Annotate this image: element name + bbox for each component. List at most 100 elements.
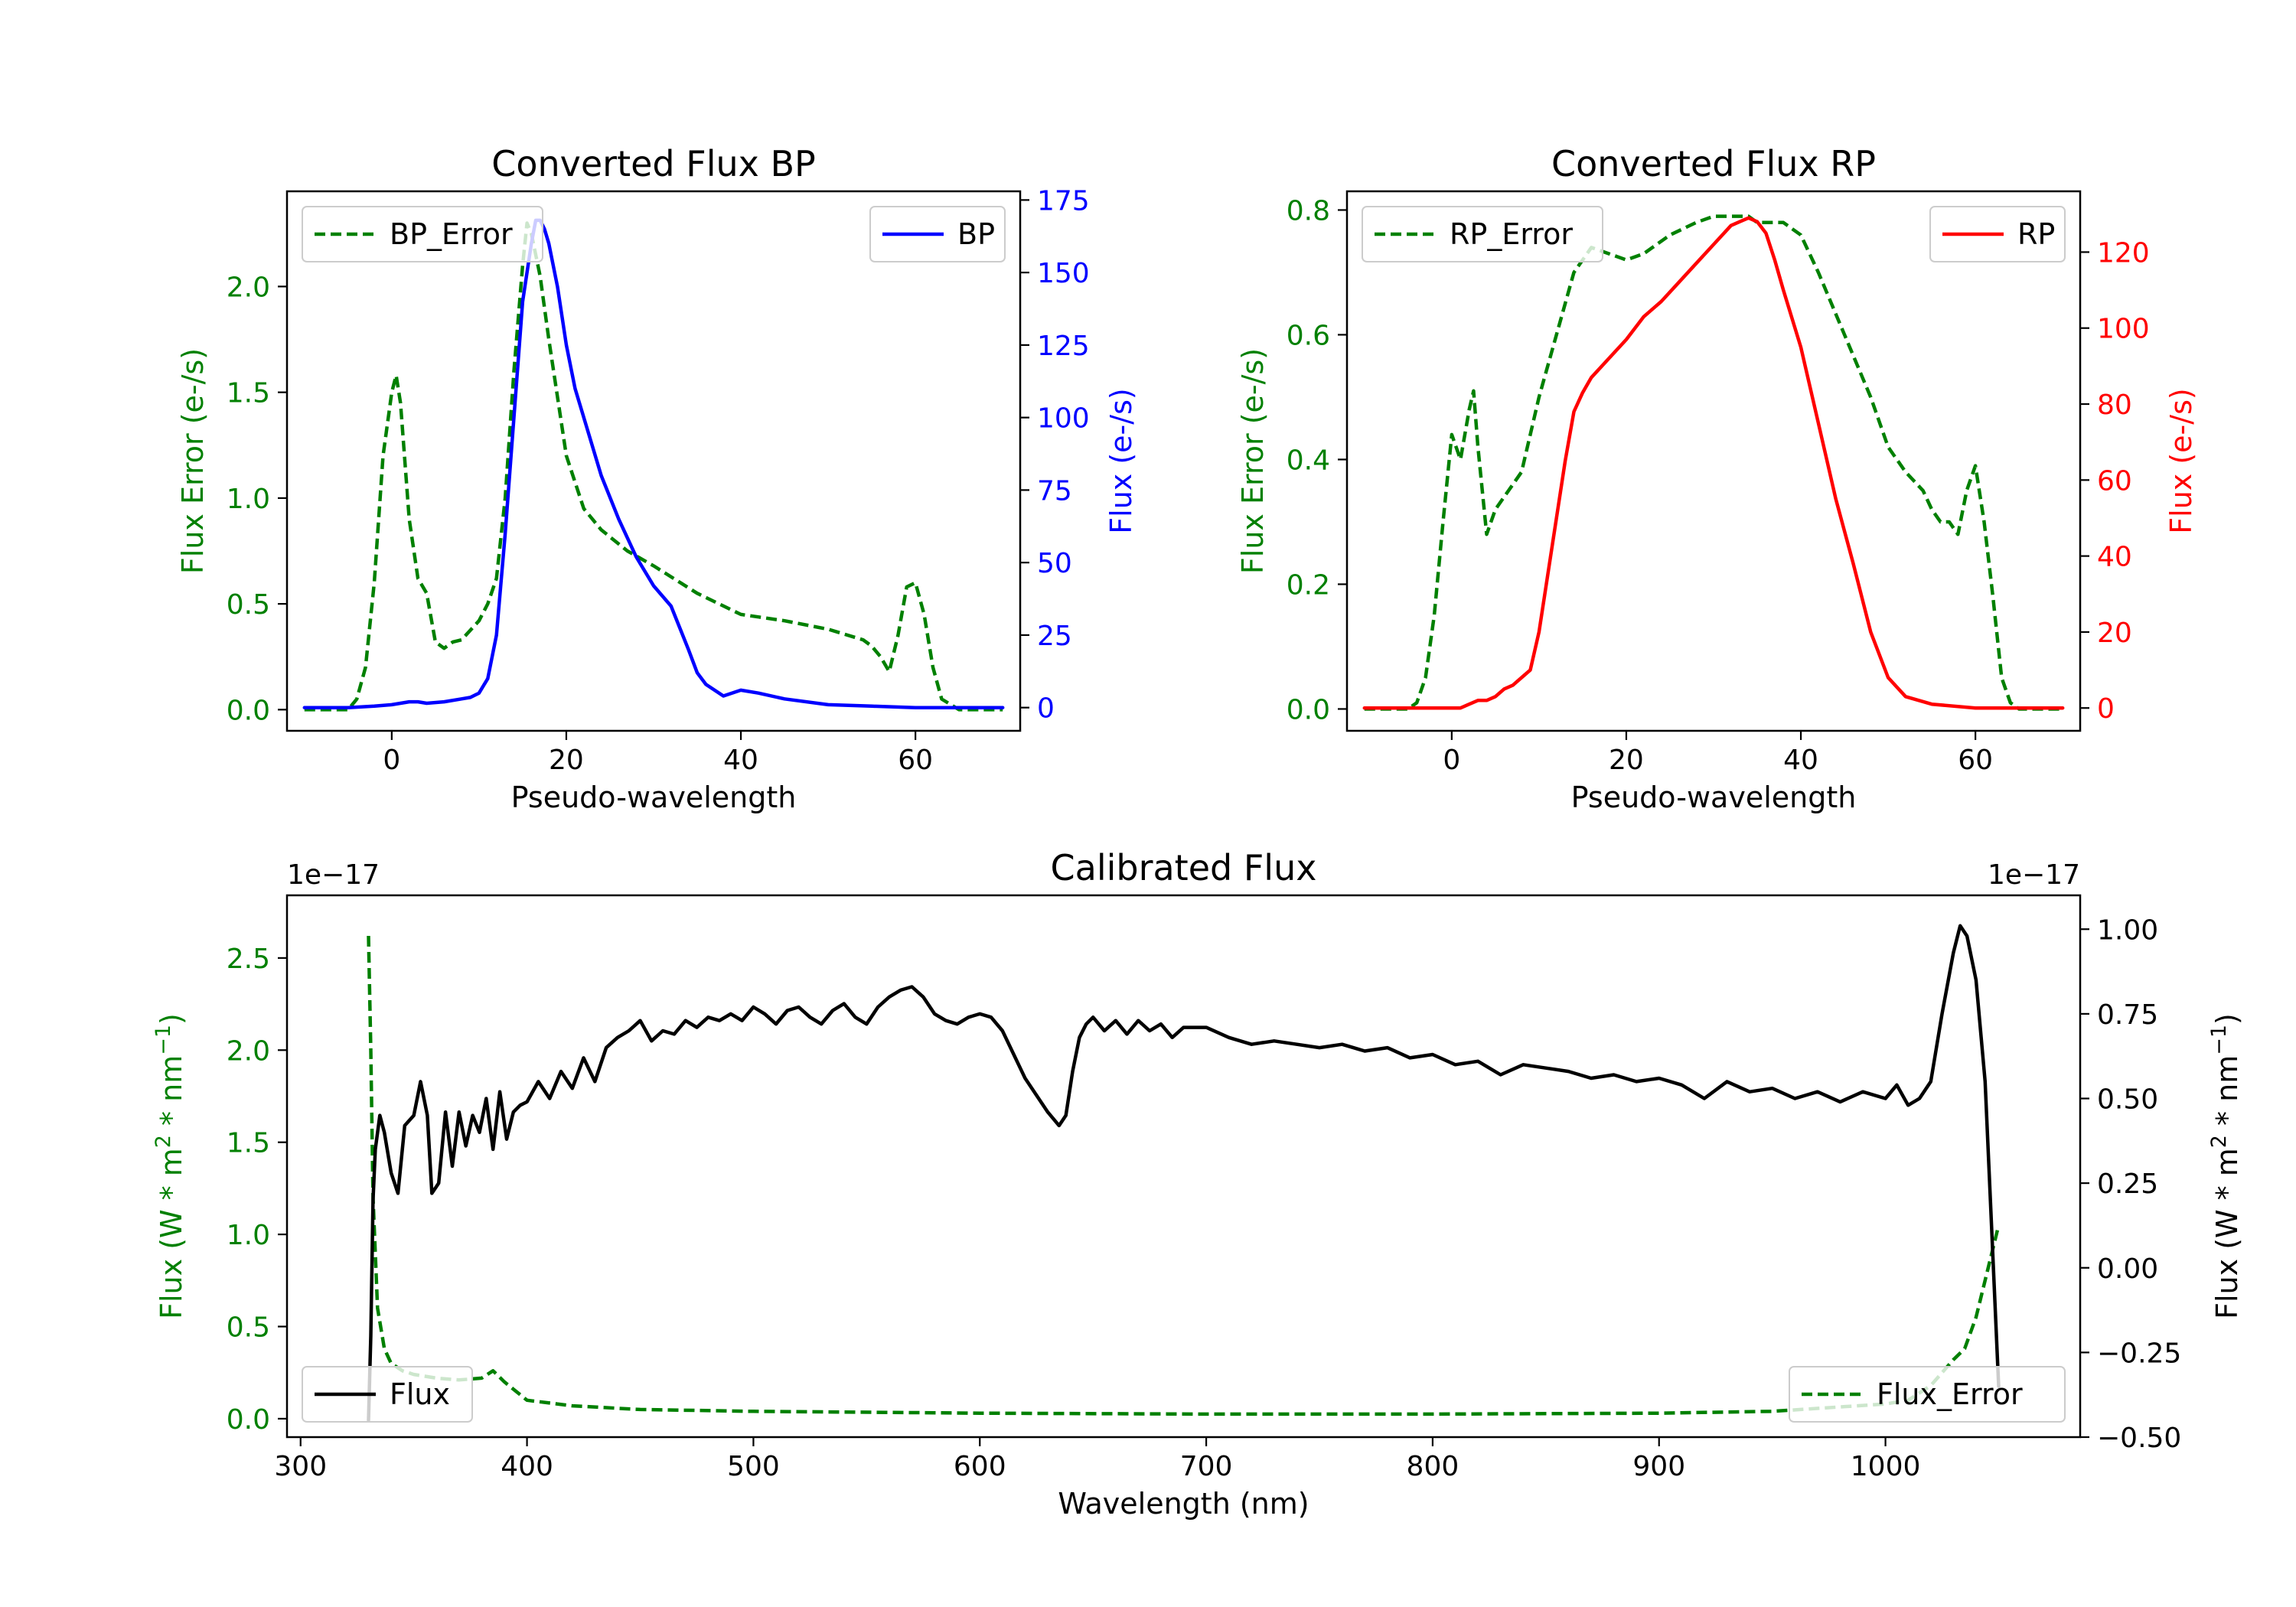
x-tick-label: 400 [501, 1451, 553, 1482]
axis-label-part: ) [155, 1013, 188, 1025]
right-y-tick-label: 0.00 [2097, 1253, 2158, 1285]
right-y-axis-label: Flux (e-/s) [1104, 388, 1138, 533]
x-tick-label: 0 [1443, 745, 1460, 776]
legend-label: RP [2017, 217, 2055, 251]
x-tick-label: 600 [954, 1451, 1006, 1482]
legend-label: Flux [390, 1377, 450, 1411]
right-y-tick-label: −0.25 [2097, 1338, 2181, 1369]
right-y-tick-label: 0.75 [2097, 999, 2158, 1031]
right-y-tick-label: 50 [1037, 548, 1072, 579]
right-y-tick-label: 25 [1037, 621, 1072, 652]
x-tick-label: 1000 [1851, 1451, 1921, 1482]
plot-area [302, 218, 1005, 712]
x-tick-label: 300 [274, 1451, 327, 1482]
left-y-tick-label: 0.2 [1287, 569, 1330, 601]
legend-label: BP [957, 217, 995, 251]
legend-bp: BP [869, 206, 1006, 262]
legend-rp-error: RP_Error [1362, 206, 1603, 262]
axis-label-part: 2 [2207, 1135, 2231, 1148]
x-tick-label: 20 [549, 745, 584, 776]
legend-box [1362, 206, 1603, 262]
axis-label-part: Flux (e-/s) [1104, 388, 1138, 533]
right-y-tick-label: 20 [2097, 618, 2132, 649]
x-tick-label: 40 [723, 745, 758, 776]
axis-label-part: −1 [2207, 1025, 2231, 1055]
left-y-tick-label: 0.5 [227, 589, 270, 621]
legend-bp-error: BP_Error [302, 206, 543, 262]
right-y-tick-label: 40 [2097, 542, 2132, 573]
left-y-axis-label: Flux (W * m2 * nm−1) [152, 1013, 189, 1319]
axis-label-part: 2 [152, 1135, 175, 1148]
series-line-rp [1362, 216, 2065, 710]
chart-title: Converted Flux BP [491, 143, 816, 184]
right-y-tick-label: 100 [1037, 403, 1090, 435]
right-y-tick-label: 100 [2097, 314, 2150, 345]
right-y-tick-label: 0 [2097, 693, 2115, 725]
right-y-tick-label: 0 [1037, 693, 1055, 725]
x-tick-label: 60 [898, 745, 933, 776]
legend-label: RP_Error [1450, 217, 1573, 251]
left-y-tick-label: 0.4 [1287, 445, 1330, 476]
legend-flux: Flux [302, 1366, 473, 1423]
left-y-tick-label: 0.8 [1287, 195, 1330, 227]
right-y-axis-label: Flux (e-/s) [2164, 388, 2198, 533]
right-y-tick-label: 60 [2097, 465, 2132, 497]
series-line-bp [302, 218, 1005, 709]
axes-frame [1345, 190, 2082, 732]
plot-area [1362, 214, 2065, 711]
plot-area [367, 924, 2001, 1423]
chart-1: Converted Flux RP 0 20 40 60 Pseudo-wavelengt… [1236, 143, 2198, 814]
right-y-tick-label: 1.00 [2097, 914, 2158, 946]
x-tick-label: 900 [1632, 1451, 1685, 1482]
x-axis-label: Pseudo-wavelength [511, 781, 797, 814]
x-tick-label: 500 [727, 1451, 780, 1482]
right-y-tick-label: 80 [2097, 390, 2132, 421]
axes-frame [285, 894, 2082, 1439]
left-offset-text: 1e−17 [287, 859, 380, 891]
left-y-tick-label: 2.0 [227, 272, 270, 303]
right-y-tick-label: 150 [1037, 258, 1090, 289]
x-axis-label: Pseudo-wavelength [1571, 781, 1857, 814]
axis-label-part: * nm [2210, 1055, 2244, 1135]
axis-label-part: Flux (W * m [2210, 1148, 2244, 1319]
left-y-tick-label: 2.0 [227, 1035, 270, 1067]
right-offset-text: 1e−17 [1988, 859, 2080, 891]
chart-2: Calibrated Flux 300 400 500 600 700 800 900 1000… [152, 847, 2245, 1521]
legend-box [302, 1366, 473, 1423]
legend-rp: RP [1929, 206, 2066, 262]
right-y-tick-label: 0.50 [2097, 1084, 2158, 1116]
left-y-tick-label: 1.5 [227, 1128, 270, 1159]
right-y-tick-label: 0.25 [2097, 1169, 2158, 1200]
axis-label-part: ) [2210, 1013, 2244, 1025]
axes-frame [285, 190, 1022, 732]
right-y-tick-label: 125 [1037, 331, 1090, 362]
x-tick-label: 800 [1407, 1451, 1459, 1482]
chart-0: Converted Flux BP 0 20 40 60 Pseudo-wavelengt… [176, 143, 1138, 814]
axis-label-part: Flux (e-/s) [2164, 388, 2198, 533]
left-y-tick-label: 0.0 [1287, 694, 1330, 725]
x-tick-label: 20 [1609, 745, 1644, 776]
right-y-tick-label: 120 [2097, 237, 2150, 269]
axis-label-part: Flux Error (e-/s) [176, 348, 210, 574]
x-axis-label: Wavelength (nm) [1058, 1487, 1309, 1521]
axis-label-part: −1 [152, 1025, 175, 1055]
right-y-axis-label: Flux (W * m2 * nm−1) [2207, 1013, 2245, 1319]
axis-label-part: Flux (W * m [155, 1148, 188, 1319]
left-y-axis-label: Flux Error (e-/s) [1236, 348, 1270, 574]
left-y-tick-label: 2.5 [227, 944, 270, 975]
right-y-tick-label: 75 [1037, 475, 1072, 507]
left-y-tick-label: 0.0 [227, 1404, 270, 1436]
x-tick-label: 700 [1180, 1451, 1233, 1482]
x-tick-label: 0 [383, 745, 400, 776]
right-y-tick-label: −0.50 [2097, 1423, 2181, 1454]
series-line-flux-error [367, 935, 2001, 1416]
left-y-tick-label: 0.5 [227, 1312, 270, 1344]
legend-label: BP_Error [390, 217, 513, 251]
chart-title: Converted Flux RP [1551, 143, 1876, 184]
left-y-tick-label: 1.5 [227, 378, 270, 409]
legend-box [302, 206, 543, 262]
legend-box [1789, 1366, 2066, 1423]
legend-flux-error: Flux_Error [1789, 1366, 2066, 1423]
axis-label-part: * nm [155, 1055, 188, 1135]
